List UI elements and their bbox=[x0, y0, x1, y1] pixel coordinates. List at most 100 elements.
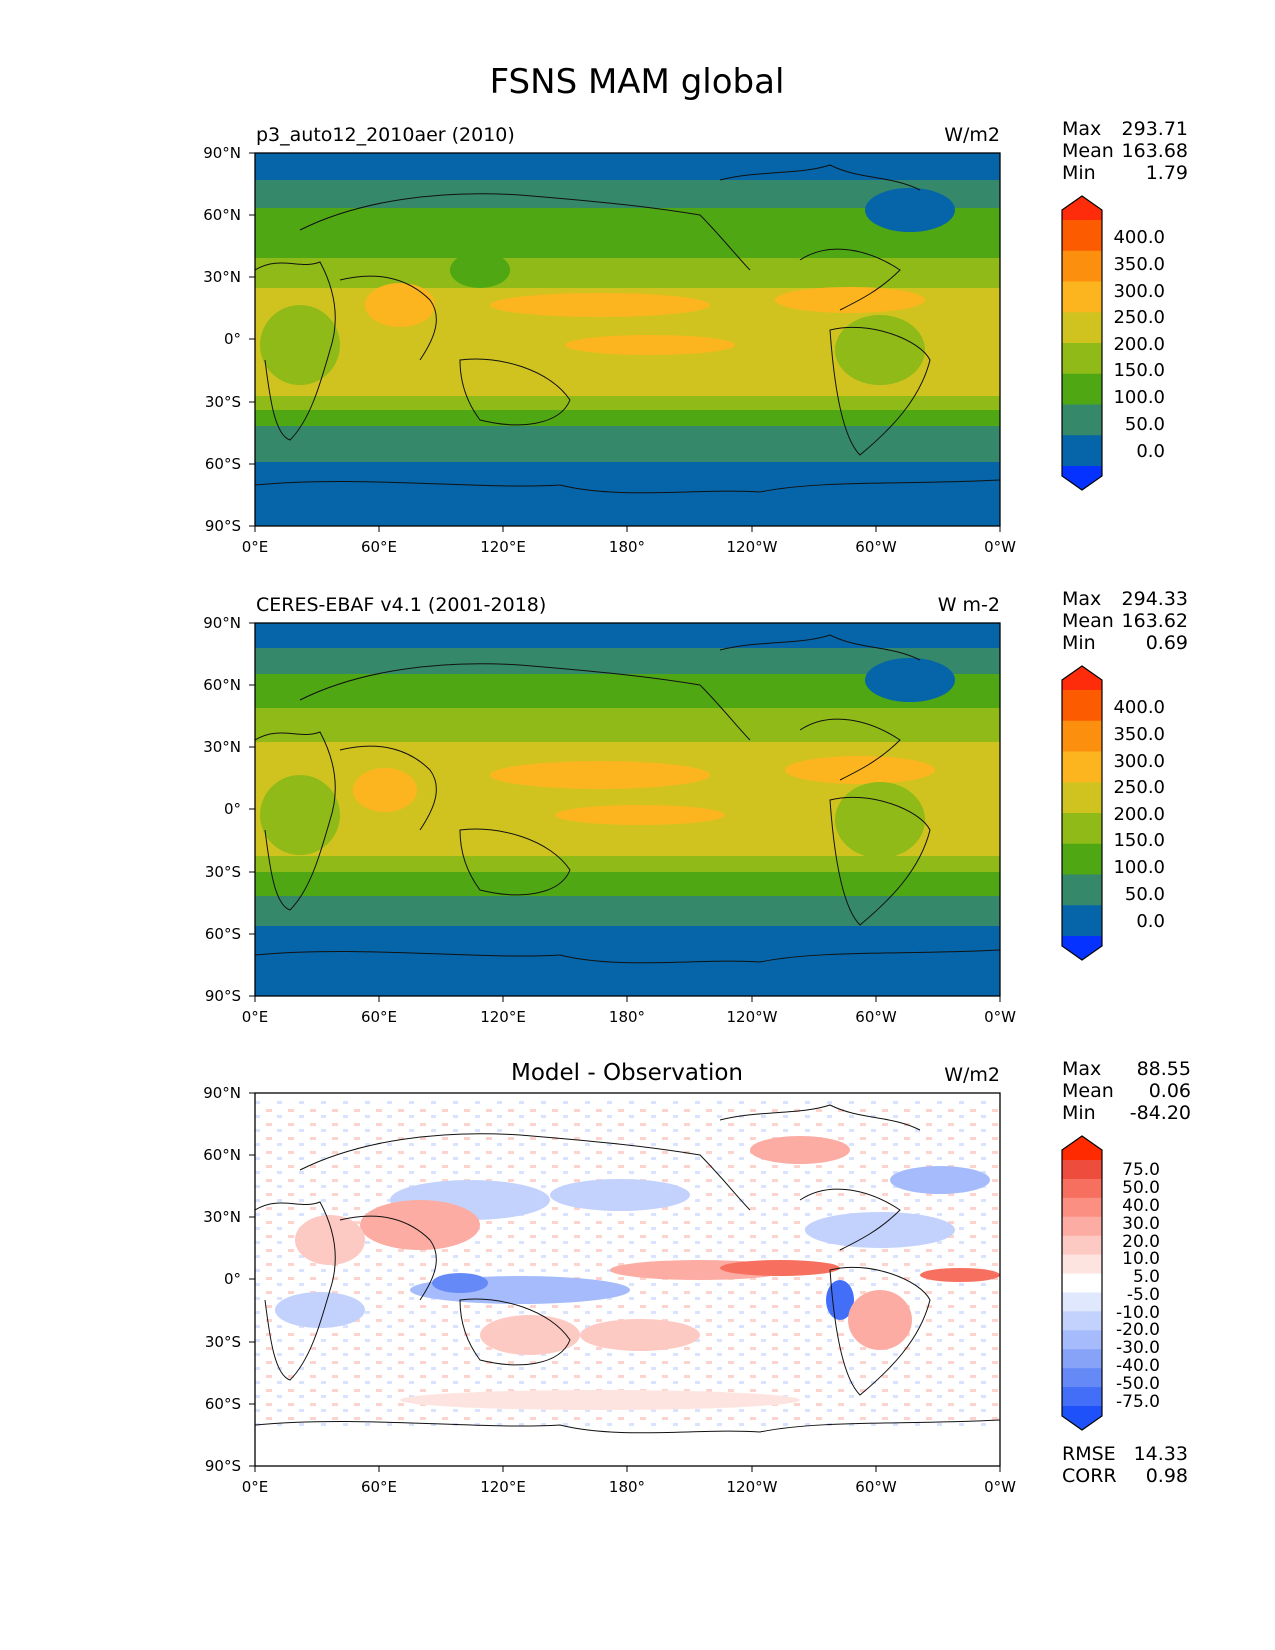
lat-tick-label: 60°S bbox=[205, 1395, 241, 1413]
lon-tick-label: 120°E bbox=[480, 538, 526, 556]
colorbar-label: -75.0 bbox=[1116, 1392, 1160, 1412]
stat-label: Mean bbox=[1062, 140, 1114, 162]
lon-tick-label: 60°E bbox=[361, 1008, 397, 1026]
colorbar-labels: 400.0 350.0 300.0 250.0 200.0 150.0 100.… bbox=[1113, 697, 1165, 932]
lat-tick-label: 30°N bbox=[203, 268, 241, 286]
colorbar-label: 10.0 bbox=[1122, 1249, 1160, 1269]
colorbar-label: 400.0 bbox=[1113, 697, 1165, 718]
colorbar-label: 50.0 bbox=[1122, 1178, 1160, 1198]
colorbar-labels: 400.0 350.0 300.0 250.0 200.0 150.0 100.… bbox=[1113, 227, 1165, 462]
colorbar-label: 40.0 bbox=[1122, 1196, 1160, 1216]
stat-value: 0.98 bbox=[1146, 1465, 1188, 1487]
colorbar-swatch bbox=[1062, 1311, 1102, 1331]
lon-tick-label: 0°E bbox=[242, 538, 269, 556]
lon-tick-label: 0°W bbox=[984, 1478, 1016, 1496]
colorbar-label: 400.0 bbox=[1113, 227, 1165, 248]
stats-box: Max 294.33 Mean 163.62 Min 0.69 bbox=[1062, 588, 1188, 654]
colorbar-swatch bbox=[1062, 1349, 1102, 1369]
lat-tick-label: 0° bbox=[224, 330, 241, 348]
lat-tick-label: 0° bbox=[224, 1270, 241, 1288]
colorbar-swatch bbox=[1062, 782, 1102, 814]
colorbar-swatch bbox=[1062, 220, 1102, 252]
coastlines bbox=[255, 634, 1000, 964]
lon-tick-label: 120°E bbox=[480, 1008, 526, 1026]
colorbar-label: 50.0 bbox=[1125, 884, 1165, 905]
colorbar-swatch bbox=[1062, 1387, 1102, 1407]
lon-tick-label: 60°W bbox=[855, 538, 897, 556]
lat-ticks bbox=[249, 152, 255, 527]
colorbar-swatch bbox=[1062, 1216, 1102, 1237]
lon-axis: 0°E 60°E 120°E 180° 120°W 60°W 0°W bbox=[242, 538, 1016, 556]
stat-value: 0.69 bbox=[1146, 632, 1188, 654]
colorbar-label: 0.0 bbox=[1136, 911, 1165, 932]
colorbar-labels: 75.0 50.0 40.0 30.0 20.0 10.0 5.0 -5.0 -… bbox=[1116, 1160, 1160, 1412]
stat-value: -84.20 bbox=[1130, 1102, 1191, 1124]
colorbar-swatch bbox=[1062, 250, 1102, 282]
lat-tick-label: 0° bbox=[224, 800, 241, 818]
colorbar-label: 150.0 bbox=[1113, 360, 1165, 381]
colorbar-swatch bbox=[1062, 751, 1102, 783]
colorbar-label: 150.0 bbox=[1113, 830, 1165, 851]
colorbar-swatch bbox=[1062, 905, 1102, 937]
colorbar-label: 350.0 bbox=[1113, 724, 1165, 745]
panel-units: W/m2 bbox=[944, 124, 1000, 146]
lon-tick-label: 0°W bbox=[984, 1008, 1016, 1026]
stat-label: CORR bbox=[1062, 1465, 1117, 1487]
coastlines bbox=[255, 1104, 1000, 1434]
stat-label: Min bbox=[1062, 1102, 1096, 1124]
stat-label: RMSE bbox=[1062, 1443, 1116, 1465]
lon-tick-label: 180° bbox=[609, 538, 645, 556]
lon-tick-label: 120°E bbox=[480, 1478, 526, 1496]
stat-label: Mean bbox=[1062, 610, 1114, 632]
colorbar-extend-max bbox=[1062, 1136, 1102, 1160]
lon-tick-label: 0°E bbox=[242, 1478, 269, 1496]
colorbar-swatch bbox=[1062, 720, 1102, 752]
lat-tick-label: 60°N bbox=[203, 676, 241, 694]
colorbar-extend-min bbox=[1062, 1406, 1102, 1430]
colorbar-label: 75.0 bbox=[1122, 1160, 1160, 1180]
colorbar-outline bbox=[1061, 665, 1103, 961]
colorbar-label: 30.0 bbox=[1122, 1214, 1160, 1234]
colorbar-swatch bbox=[1062, 813, 1102, 845]
colorbar-label: 350.0 bbox=[1113, 254, 1165, 275]
colorbar-label: -50.0 bbox=[1116, 1374, 1160, 1394]
lon-tick-label: 60°W bbox=[855, 1478, 897, 1496]
lon-tick-label: 120°W bbox=[727, 538, 778, 556]
panel-left-title: p3_auto12_2010aer (2010) bbox=[256, 124, 515, 146]
colorbar-swatch bbox=[1062, 1273, 1102, 1293]
colorbar-label: 200.0 bbox=[1113, 804, 1165, 825]
lat-tick-label: 60°S bbox=[205, 455, 241, 473]
colorbar-extend-max bbox=[1062, 666, 1102, 690]
lat-axis: 90°N 60°N 30°N 0° 30°S 60°S 90°S bbox=[203, 614, 241, 1005]
lat-tick-label: 90°S bbox=[205, 517, 241, 535]
lon-tick-label: 60°E bbox=[361, 1478, 397, 1496]
lat-tick-label: 60°S bbox=[205, 925, 241, 943]
stat-value: 163.68 bbox=[1122, 140, 1188, 162]
colorbar-label: -30.0 bbox=[1116, 1338, 1160, 1358]
colorbar: 400.0 350.0 300.0 250.0 200.0 150.0 100.… bbox=[1061, 665, 1165, 961]
colorbar: 400.0 350.0 300.0 250.0 200.0 150.0 100.… bbox=[1061, 195, 1165, 491]
lat-tick-label: 90°S bbox=[205, 987, 241, 1005]
lat-tick-label: 60°N bbox=[203, 1146, 241, 1164]
colorbar-swatch bbox=[1062, 373, 1102, 405]
lat-ticks bbox=[249, 622, 255, 997]
colorbar-swatches bbox=[1062, 666, 1102, 960]
colorbar-label: 100.0 bbox=[1113, 387, 1165, 408]
colorbar-swatch bbox=[1062, 690, 1102, 722]
colorbar-swatch bbox=[1062, 1292, 1102, 1312]
stat-value: 14.33 bbox=[1134, 1443, 1188, 1465]
lat-tick-label: 90°S bbox=[205, 1457, 241, 1475]
panel-left-title: CERES-EBAF v4.1 (2001-2018) bbox=[256, 594, 546, 616]
colorbar: 75.0 50.0 40.0 30.0 20.0 10.0 5.0 -5.0 -… bbox=[1061, 1135, 1160, 1431]
colorbar-label: -10.0 bbox=[1116, 1303, 1160, 1323]
lon-tick-label: 60°E bbox=[361, 538, 397, 556]
lon-tick-label: 60°W bbox=[855, 1008, 897, 1026]
stat-value: 294.33 bbox=[1122, 588, 1188, 610]
colorbar-swatch bbox=[1062, 404, 1102, 436]
lat-tick-label: 90°N bbox=[203, 614, 241, 632]
lon-ticks bbox=[254, 996, 1001, 1002]
colorbar-swatch bbox=[1062, 1330, 1102, 1350]
lon-tick-label: 0°E bbox=[242, 1008, 269, 1026]
lon-tick-label: 180° bbox=[609, 1478, 645, 1496]
